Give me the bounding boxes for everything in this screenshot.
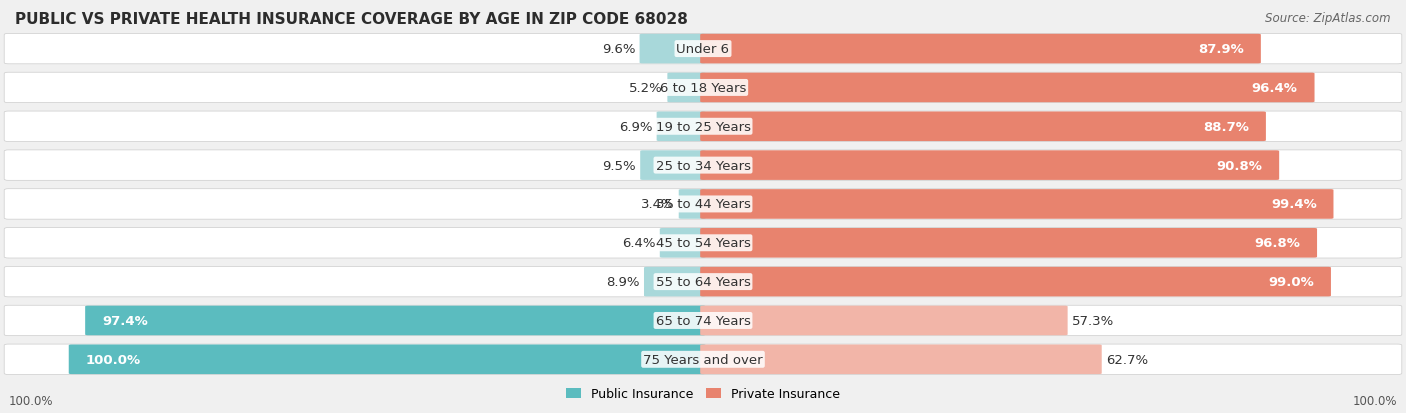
FancyBboxPatch shape	[4, 73, 1402, 103]
FancyBboxPatch shape	[700, 306, 1067, 335]
FancyBboxPatch shape	[4, 34, 1402, 65]
FancyBboxPatch shape	[4, 267, 1402, 297]
FancyBboxPatch shape	[640, 35, 706, 64]
FancyBboxPatch shape	[4, 344, 1402, 375]
Legend: Public Insurance, Private Insurance: Public Insurance, Private Insurance	[561, 382, 845, 406]
Text: 75 Years and over: 75 Years and over	[643, 353, 763, 366]
Text: 99.4%: 99.4%	[1271, 198, 1316, 211]
FancyBboxPatch shape	[640, 151, 706, 180]
FancyBboxPatch shape	[69, 345, 706, 374]
Text: 35 to 44 Years: 35 to 44 Years	[655, 198, 751, 211]
Text: 96.8%: 96.8%	[1254, 237, 1301, 250]
Text: 57.3%: 57.3%	[1071, 314, 1114, 327]
Text: 6 to 18 Years: 6 to 18 Years	[659, 82, 747, 95]
FancyBboxPatch shape	[4, 150, 1402, 181]
Text: 3.4%: 3.4%	[641, 198, 675, 211]
Text: 100.0%: 100.0%	[8, 394, 53, 408]
FancyBboxPatch shape	[4, 228, 1402, 259]
Text: Under 6: Under 6	[676, 43, 730, 56]
FancyBboxPatch shape	[700, 74, 1315, 103]
FancyBboxPatch shape	[659, 228, 706, 258]
FancyBboxPatch shape	[679, 190, 706, 219]
FancyBboxPatch shape	[700, 190, 1333, 219]
Text: 87.9%: 87.9%	[1198, 43, 1244, 56]
FancyBboxPatch shape	[657, 112, 706, 142]
Text: 8.9%: 8.9%	[606, 275, 640, 288]
FancyBboxPatch shape	[4, 306, 1402, 336]
FancyBboxPatch shape	[700, 35, 1261, 64]
Text: 5.2%: 5.2%	[630, 82, 664, 95]
FancyBboxPatch shape	[700, 267, 1331, 297]
Text: Source: ZipAtlas.com: Source: ZipAtlas.com	[1265, 12, 1391, 25]
Text: 62.7%: 62.7%	[1107, 353, 1149, 366]
Text: 45 to 54 Years: 45 to 54 Years	[655, 237, 751, 250]
Text: 100.0%: 100.0%	[86, 353, 141, 366]
FancyBboxPatch shape	[700, 228, 1317, 258]
FancyBboxPatch shape	[700, 151, 1279, 180]
Text: 99.0%: 99.0%	[1268, 275, 1315, 288]
FancyBboxPatch shape	[4, 189, 1402, 220]
Text: 96.4%: 96.4%	[1251, 82, 1298, 95]
FancyBboxPatch shape	[700, 112, 1265, 142]
FancyBboxPatch shape	[700, 345, 1102, 374]
FancyBboxPatch shape	[4, 112, 1402, 142]
Text: PUBLIC VS PRIVATE HEALTH INSURANCE COVERAGE BY AGE IN ZIP CODE 68028: PUBLIC VS PRIVATE HEALTH INSURANCE COVER…	[15, 12, 689, 26]
Text: 9.6%: 9.6%	[602, 43, 636, 56]
Text: 88.7%: 88.7%	[1204, 121, 1249, 133]
Text: 19 to 25 Years: 19 to 25 Years	[655, 121, 751, 133]
Text: 55 to 64 Years: 55 to 64 Years	[655, 275, 751, 288]
Text: 65 to 74 Years: 65 to 74 Years	[655, 314, 751, 327]
Text: 25 to 34 Years: 25 to 34 Years	[655, 159, 751, 172]
Text: 100.0%: 100.0%	[1353, 394, 1398, 408]
Text: 90.8%: 90.8%	[1216, 159, 1263, 172]
FancyBboxPatch shape	[86, 306, 706, 335]
FancyBboxPatch shape	[668, 74, 706, 103]
Text: 9.5%: 9.5%	[602, 159, 636, 172]
FancyBboxPatch shape	[644, 267, 706, 297]
Text: 97.4%: 97.4%	[103, 314, 148, 327]
Text: 6.9%: 6.9%	[619, 121, 652, 133]
Text: 6.4%: 6.4%	[621, 237, 655, 250]
